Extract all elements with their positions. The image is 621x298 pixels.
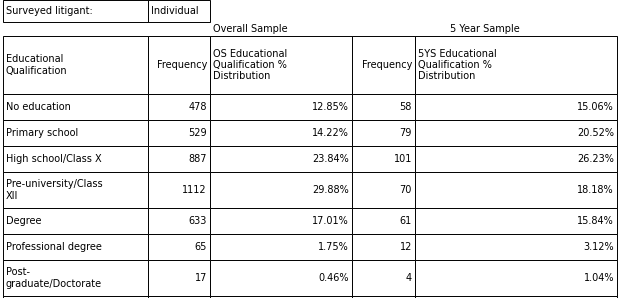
Text: 18.18%: 18.18% bbox=[578, 185, 614, 195]
Bar bbox=[210, 234, 352, 260]
Bar bbox=[210, 146, 352, 172]
Text: 17.01%: 17.01% bbox=[312, 216, 349, 226]
Text: 29.88%: 29.88% bbox=[312, 185, 349, 195]
Bar bbox=[3, 36, 148, 94]
Text: 15.06%: 15.06% bbox=[578, 102, 614, 112]
Text: Primary school: Primary school bbox=[6, 128, 78, 138]
Bar bbox=[148, 234, 210, 260]
Text: 5YS Educational
Qualification %
Distribution: 5YS Educational Qualification % Distribu… bbox=[418, 49, 497, 81]
Bar bbox=[210, 260, 352, 296]
Bar bbox=[352, 120, 415, 146]
Text: 61: 61 bbox=[400, 216, 412, 226]
Bar bbox=[210, 120, 352, 146]
Text: OS Educational
Qualification %
Distribution: OS Educational Qualification % Distribut… bbox=[213, 49, 288, 81]
Bar bbox=[3, 260, 148, 296]
Bar bbox=[415, 172, 617, 208]
Text: Educational
Qualification: Educational Qualification bbox=[6, 55, 68, 76]
Text: 5 Year Sample: 5 Year Sample bbox=[450, 24, 519, 34]
Bar bbox=[352, 296, 415, 298]
Bar bbox=[148, 36, 210, 94]
Text: 17: 17 bbox=[194, 273, 207, 283]
Bar bbox=[148, 260, 210, 296]
Bar bbox=[210, 208, 352, 234]
Bar bbox=[210, 172, 352, 208]
Text: 1112: 1112 bbox=[183, 185, 207, 195]
Text: Pre-university/Class
XII: Pre-university/Class XII bbox=[6, 179, 102, 201]
Text: 101: 101 bbox=[394, 154, 412, 164]
Bar bbox=[352, 172, 415, 208]
Bar bbox=[3, 208, 148, 234]
Bar bbox=[352, 146, 415, 172]
Bar bbox=[415, 146, 617, 172]
Text: No education: No education bbox=[6, 102, 71, 112]
Text: 58: 58 bbox=[400, 102, 412, 112]
Bar bbox=[3, 234, 148, 260]
Bar bbox=[210, 36, 352, 94]
Bar bbox=[3, 146, 148, 172]
Text: 65: 65 bbox=[194, 242, 207, 252]
Text: 23.84%: 23.84% bbox=[312, 154, 349, 164]
Bar bbox=[210, 296, 352, 298]
Text: 20.52%: 20.52% bbox=[577, 128, 614, 138]
Bar bbox=[148, 208, 210, 234]
Bar bbox=[148, 296, 210, 298]
Text: 14.22%: 14.22% bbox=[312, 128, 349, 138]
Text: 1.75%: 1.75% bbox=[318, 242, 349, 252]
Bar bbox=[3, 0, 148, 22]
Text: High school/Class X: High school/Class X bbox=[6, 154, 102, 164]
Text: 887: 887 bbox=[189, 154, 207, 164]
Text: 70: 70 bbox=[400, 185, 412, 195]
Bar bbox=[415, 208, 617, 234]
Bar bbox=[415, 36, 617, 94]
Text: Individual: Individual bbox=[151, 6, 199, 16]
Text: 3.12%: 3.12% bbox=[583, 242, 614, 252]
Bar bbox=[415, 120, 617, 146]
Bar bbox=[352, 234, 415, 260]
Bar bbox=[148, 94, 210, 120]
Text: Frequency: Frequency bbox=[361, 60, 412, 70]
Text: 12.85%: 12.85% bbox=[312, 102, 349, 112]
Text: 26.23%: 26.23% bbox=[577, 154, 614, 164]
Bar bbox=[3, 172, 148, 208]
Bar bbox=[148, 146, 210, 172]
Bar bbox=[3, 94, 148, 120]
Text: 12: 12 bbox=[400, 242, 412, 252]
Bar bbox=[352, 208, 415, 234]
Text: 4: 4 bbox=[406, 273, 412, 283]
Text: 1.04%: 1.04% bbox=[584, 273, 614, 283]
Text: Overall Sample: Overall Sample bbox=[212, 24, 288, 34]
Text: Post-
graduate/Doctorate: Post- graduate/Doctorate bbox=[6, 267, 102, 288]
Text: Frequency: Frequency bbox=[156, 60, 207, 70]
Bar bbox=[352, 36, 415, 94]
Bar bbox=[415, 260, 617, 296]
Bar bbox=[415, 94, 617, 120]
Text: 79: 79 bbox=[400, 128, 412, 138]
Text: Degree: Degree bbox=[6, 216, 42, 226]
Bar bbox=[3, 296, 148, 298]
Text: Professional degree: Professional degree bbox=[6, 242, 102, 252]
Text: 529: 529 bbox=[188, 128, 207, 138]
Text: 633: 633 bbox=[189, 216, 207, 226]
Bar bbox=[148, 120, 210, 146]
Bar bbox=[352, 94, 415, 120]
Bar bbox=[352, 260, 415, 296]
Bar bbox=[148, 0, 210, 22]
Bar bbox=[148, 172, 210, 208]
Bar bbox=[210, 94, 352, 120]
Bar bbox=[415, 234, 617, 260]
Bar bbox=[3, 120, 148, 146]
Bar bbox=[415, 296, 617, 298]
Text: 478: 478 bbox=[189, 102, 207, 112]
Text: Surveyed litigant:: Surveyed litigant: bbox=[6, 6, 93, 16]
Text: 15.84%: 15.84% bbox=[578, 216, 614, 226]
Text: 0.46%: 0.46% bbox=[319, 273, 349, 283]
